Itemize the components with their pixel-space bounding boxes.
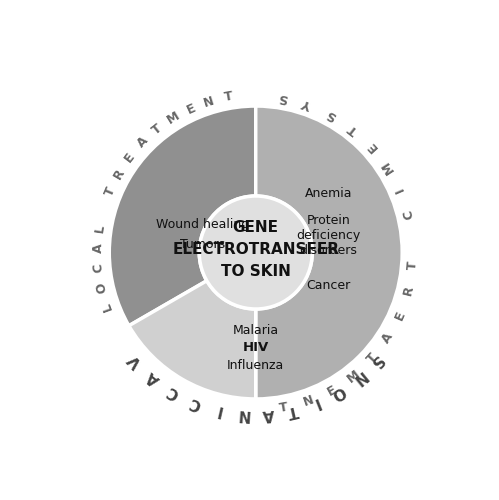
Text: S: S bbox=[325, 106, 339, 122]
Text: M: M bbox=[344, 368, 362, 385]
Text: E: E bbox=[122, 150, 138, 164]
Text: N: N bbox=[237, 406, 250, 422]
Text: GENE
ELECTROTRANSFER
TO SKIN: GENE ELECTROTRANSFER TO SKIN bbox=[172, 220, 339, 280]
Text: HIV: HIV bbox=[243, 341, 269, 354]
Text: A: A bbox=[91, 244, 105, 254]
Text: Tumors: Tumors bbox=[180, 238, 225, 250]
Circle shape bbox=[199, 196, 312, 309]
Text: C: C bbox=[92, 263, 106, 274]
Text: T: T bbox=[346, 121, 361, 136]
Text: I: I bbox=[215, 402, 224, 418]
Text: R: R bbox=[111, 166, 127, 181]
Text: E: E bbox=[393, 309, 408, 322]
Text: O: O bbox=[94, 281, 110, 294]
Text: T: T bbox=[103, 185, 118, 198]
Text: T: T bbox=[285, 402, 299, 418]
Text: C: C bbox=[401, 208, 416, 220]
Wedge shape bbox=[255, 106, 402, 399]
Text: Protein
deficiency
disorders: Protein deficiency disorders bbox=[296, 214, 360, 258]
Text: E: E bbox=[365, 139, 380, 154]
Text: E: E bbox=[184, 101, 198, 116]
Text: Wound healing: Wound healing bbox=[156, 218, 250, 231]
Text: T: T bbox=[223, 90, 234, 104]
Text: T: T bbox=[406, 260, 420, 270]
Text: I: I bbox=[310, 394, 321, 410]
Text: S: S bbox=[277, 90, 288, 104]
Text: Y: Y bbox=[302, 96, 314, 112]
Text: L: L bbox=[93, 224, 107, 234]
Text: S: S bbox=[367, 352, 385, 370]
Text: O: O bbox=[328, 382, 347, 402]
Text: N: N bbox=[348, 368, 368, 388]
Text: L: L bbox=[100, 300, 115, 312]
Wedge shape bbox=[129, 280, 255, 399]
Wedge shape bbox=[109, 106, 255, 326]
Text: Malaria: Malaria bbox=[233, 324, 279, 337]
Text: T: T bbox=[364, 351, 380, 366]
Text: A: A bbox=[261, 406, 274, 422]
Text: A: A bbox=[380, 330, 396, 346]
Text: A: A bbox=[144, 368, 163, 388]
Text: M: M bbox=[165, 109, 182, 127]
Text: C: C bbox=[165, 382, 182, 401]
Text: Cancer: Cancer bbox=[306, 280, 350, 292]
Text: Anemia: Anemia bbox=[304, 188, 352, 200]
Text: I: I bbox=[393, 185, 407, 194]
Text: E: E bbox=[325, 383, 339, 398]
Text: V: V bbox=[126, 352, 145, 370]
Text: T: T bbox=[150, 122, 165, 137]
Text: A: A bbox=[135, 134, 151, 150]
Text: N: N bbox=[301, 394, 315, 409]
Text: N: N bbox=[203, 94, 216, 110]
Text: R: R bbox=[401, 284, 416, 297]
Text: T: T bbox=[278, 400, 288, 415]
Text: Influenza: Influenza bbox=[227, 359, 284, 372]
Text: C: C bbox=[188, 394, 204, 412]
Text: M: M bbox=[379, 158, 397, 176]
